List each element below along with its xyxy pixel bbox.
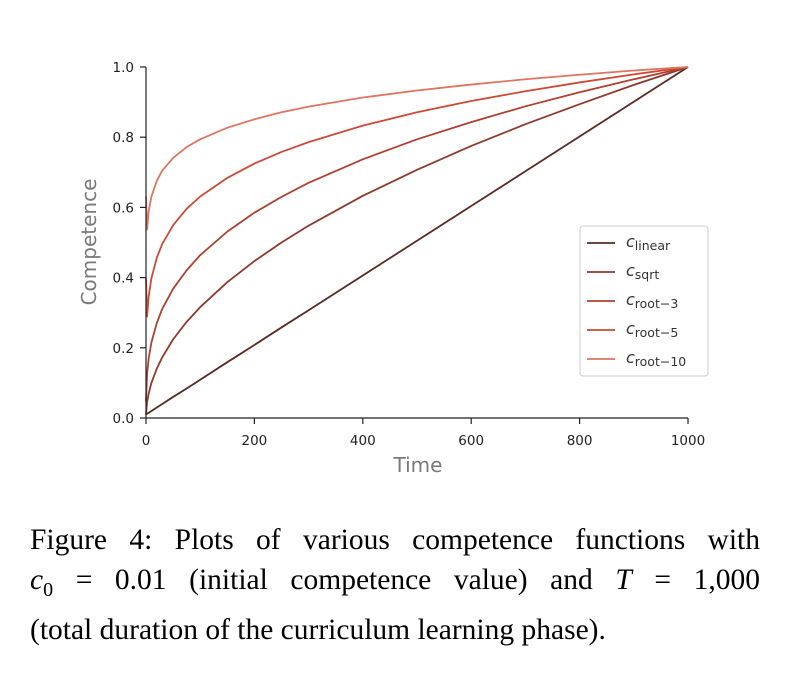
x-tick-label: 0: [142, 433, 151, 449]
x-tick-label: 200: [242, 433, 268, 449]
series-line-root3: [145, 66, 689, 402]
x-tick-label: 800: [567, 433, 593, 449]
figure-caption: Figure 4: Plots of various competence fu…: [30, 520, 760, 650]
legend-label: clinear: [626, 232, 671, 253]
legend: clinear csqrt croot−3 croot−5 croot−10: [579, 225, 709, 377]
x-tick-label: 400: [350, 433, 376, 449]
plot-lines: [145, 66, 689, 416]
y-ticks: 0.0 0.2 0.4 0.6 0.8 1.0: [113, 60, 146, 427]
series-line-sqrt: [145, 66, 689, 415]
y-tick-label: 0.8: [113, 130, 134, 146]
caption-line-3: (total duration of the curriculum learni…: [30, 613, 606, 646]
competence-chart: 0 200 400 600 800 1000 0.0 0.2 0.4 0.6 0.8 1.0 Tim…: [77, 60, 709, 477]
legend-items: clinear csqrt croot−3 croot−5 croot−10: [587, 232, 686, 369]
legend-label: csqrt: [626, 261, 659, 282]
x-tick-label: 1000: [671, 433, 705, 449]
legend-label: croot−3: [626, 290, 678, 311]
legend-label: croot−5: [626, 319, 678, 340]
x-tick-label: 600: [458, 433, 484, 449]
y-tick-label: 0.2: [113, 341, 134, 357]
series-line-root5: [145, 66, 689, 318]
legend-label: croot−10: [626, 348, 686, 369]
caption-c-subscript: 0: [43, 578, 54, 601]
y-tick-label: 0.4: [113, 271, 134, 287]
caption-line-1: Figure 4: Plots of various competence fu…: [30, 524, 760, 556]
series-line-root10: [145, 66, 689, 231]
y-tick-label: 1.0: [113, 60, 134, 76]
y-axis-title: Competence: [77, 179, 101, 306]
series-line-linear: [145, 66, 689, 416]
caption-t-symbol: T: [615, 564, 632, 596]
caption-line-2: c0 = 0.01 (initial competence value) and…: [30, 560, 760, 610]
y-tick-label: 0.6: [113, 200, 134, 216]
caption-c0-value: = 0.01 (initial competence value) and: [53, 564, 616, 596]
legend-box: [579, 225, 709, 377]
x-axis-title: Time: [393, 453, 443, 477]
y-tick-label: 0.0: [113, 411, 134, 427]
caption-t-value: = 1,000: [631, 564, 760, 596]
x-ticks: 0 200 400 600 800 1000: [142, 418, 705, 449]
caption-c-symbol: c: [30, 564, 44, 596]
